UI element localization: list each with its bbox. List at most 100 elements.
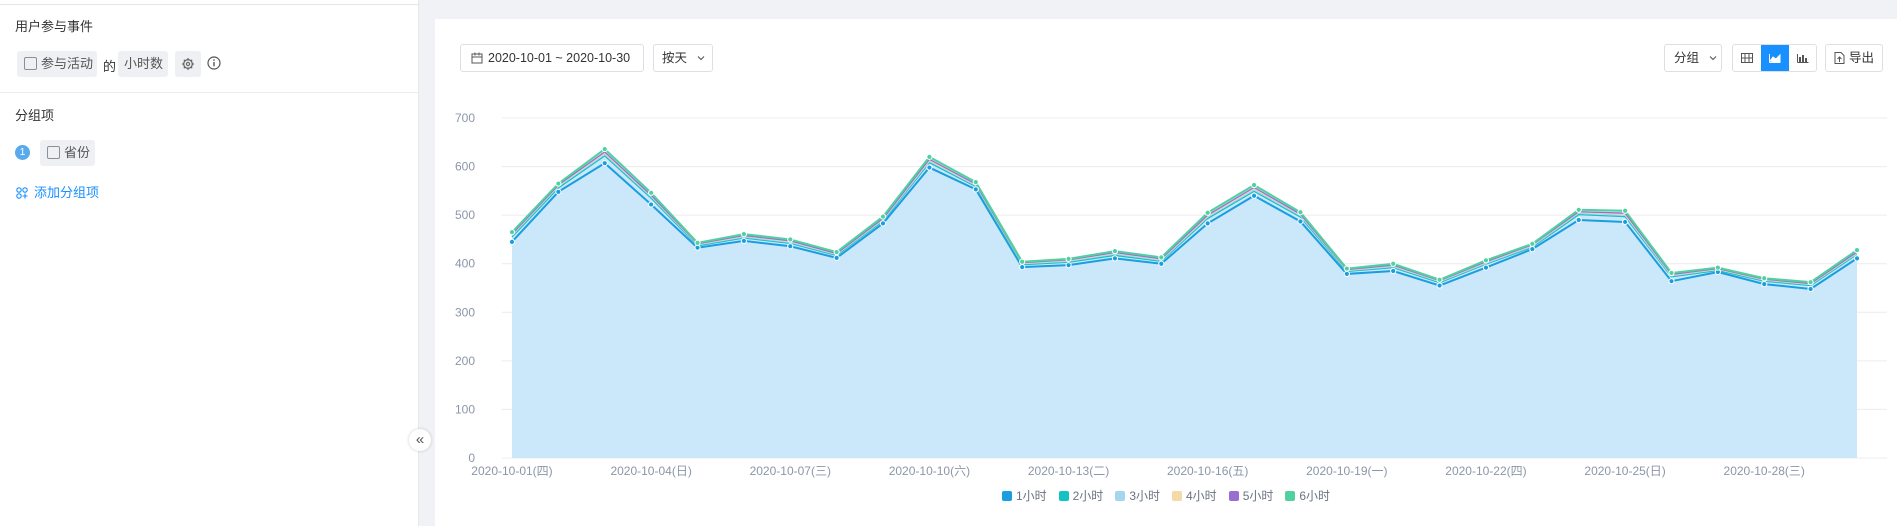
- data-point: [1204, 220, 1211, 227]
- group-item-selector[interactable]: 省份: [40, 140, 95, 166]
- area-chart: 0 100 200 300 400 500 600 700 2020-10-01(四) 2020-…: [455, 111, 1887, 478]
- legend-label: 5小时: [1242, 489, 1274, 503]
- x-tick-label: 2020-10-22(四): [1445, 464, 1526, 478]
- y-tick-label: 400: [455, 257, 475, 271]
- view-switcher: [1732, 44, 1817, 72]
- data-point: [1529, 246, 1536, 253]
- data-point: [1807, 279, 1814, 286]
- legend-item[interactable]: 4小时: [1172, 487, 1217, 504]
- x-tick-label: 2020-10-28(三): [1724, 464, 1805, 478]
- series-line: [511, 155, 1858, 287]
- data-point: [972, 186, 979, 193]
- area-fill: [512, 149, 1857, 458]
- data-point: [1853, 255, 1861, 262]
- group-index-badge: 1: [15, 145, 30, 160]
- legend-label: 2小时: [1072, 489, 1104, 503]
- area-chart-icon: [1769, 53, 1781, 64]
- y-tick-label: 600: [455, 160, 475, 174]
- series-line: [511, 161, 1858, 291]
- legend-item[interactable]: 3小时: [1115, 487, 1160, 504]
- data-point: [555, 180, 562, 187]
- data-point: [1714, 264, 1721, 271]
- legend-item[interactable]: 2小时: [1058, 487, 1104, 504]
- y-tick-label: 700: [455, 111, 475, 125]
- add-group-link[interactable]: 添加分组项: [16, 182, 99, 201]
- legend-label: 1小时: [1015, 489, 1047, 503]
- data-point: [787, 243, 794, 250]
- section-divider: [0, 92, 419, 93]
- data-point: [740, 237, 747, 244]
- group-select[interactable]: 分组: [1664, 44, 1722, 72]
- data-point: [833, 248, 840, 256]
- granularity-value: 按天: [662, 51, 688, 65]
- data-point: [1622, 218, 1629, 226]
- x-tick-label: 2020-10-13(二): [1028, 464, 1109, 478]
- data-point: [1111, 255, 1119, 262]
- legend-item[interactable]: 6小时: [1285, 487, 1330, 504]
- y-tick-label: 0: [468, 451, 475, 465]
- data-point: [787, 236, 794, 243]
- series-line: [511, 151, 1858, 285]
- event-icon: [24, 57, 37, 71]
- x-tick-label: 2020-10-19(一): [1306, 464, 1387, 478]
- top-divider: [0, 0, 419, 5]
- data-point: [648, 189, 655, 196]
- data-point: [1297, 209, 1304, 216]
- event-selector[interactable]: 参与活动: [17, 51, 97, 77]
- data-point: [1761, 275, 1768, 282]
- data-point: [1668, 278, 1675, 285]
- data-point: [1482, 264, 1490, 271]
- province-icon: [47, 146, 60, 160]
- data-point: [555, 188, 562, 195]
- data-point: [1668, 269, 1675, 277]
- group-section-title: 分组项: [15, 108, 55, 123]
- x-tick-label: 2020-10-16(五): [1167, 464, 1248, 478]
- metric-selector[interactable]: 小时数: [118, 51, 168, 77]
- data-point: [1250, 192, 1258, 199]
- data-point: [1065, 255, 1072, 262]
- export-icon: [1834, 51, 1845, 64]
- x-tick-label: 2020-10-04(日): [610, 464, 691, 478]
- y-tick-label: 200: [455, 354, 475, 368]
- data-point: [1343, 265, 1350, 272]
- x-tick-label: 2020-10-01(四): [471, 464, 552, 478]
- chevron-down-icon: [1709, 55, 1716, 60]
- x-tick-label: 2020-10-10(六): [889, 464, 970, 478]
- data-point: [601, 160, 608, 167]
- table-view-button[interactable]: [1733, 45, 1761, 71]
- data-point: [508, 229, 516, 236]
- connector-text: 的: [103, 59, 117, 74]
- data-point: [1761, 281, 1768, 288]
- data-point: [1065, 262, 1072, 269]
- legend-swatch: [1285, 490, 1296, 501]
- data-point: [1436, 276, 1443, 283]
- area-chart-view-button[interactable]: [1761, 45, 1789, 71]
- data-point: [1158, 260, 1165, 267]
- data-point: [1111, 247, 1119, 255]
- info-icon[interactable]: [207, 56, 221, 70]
- chevron-down-icon: [697, 55, 704, 60]
- x-tick-label: 2020-10-07(三): [750, 464, 831, 478]
- export-button[interactable]: 导出: [1825, 44, 1883, 72]
- collapse-panel-button[interactable]: «: [409, 429, 431, 451]
- legend-swatch: [1058, 490, 1069, 501]
- legend-item[interactable]: 1小时: [1001, 487, 1047, 504]
- legend-item[interactable]: 5小时: [1228, 487, 1274, 504]
- data-point: [1529, 240, 1536, 247]
- calendar-icon: [471, 52, 483, 64]
- group-item-name: 省份: [64, 145, 91, 160]
- y-tick-label: 100: [455, 402, 475, 416]
- legend-swatch: [1228, 490, 1239, 501]
- date-range-picker[interactable]: 2020-10-01 ~ 2020-10-30: [460, 44, 644, 72]
- table-icon: [1741, 53, 1753, 63]
- legend-label: 4小时: [1186, 489, 1217, 503]
- data-point: [1807, 285, 1814, 293]
- data-point: [1343, 270, 1350, 278]
- granularity-select[interactable]: 按天: [653, 44, 713, 72]
- data-point: [972, 179, 979, 186]
- settings-button[interactable]: [175, 51, 201, 77]
- bar-chart-view-button[interactable]: [1789, 45, 1816, 71]
- data-point: [879, 213, 887, 220]
- y-tick-label: 300: [455, 305, 475, 319]
- data-point: [926, 164, 933, 171]
